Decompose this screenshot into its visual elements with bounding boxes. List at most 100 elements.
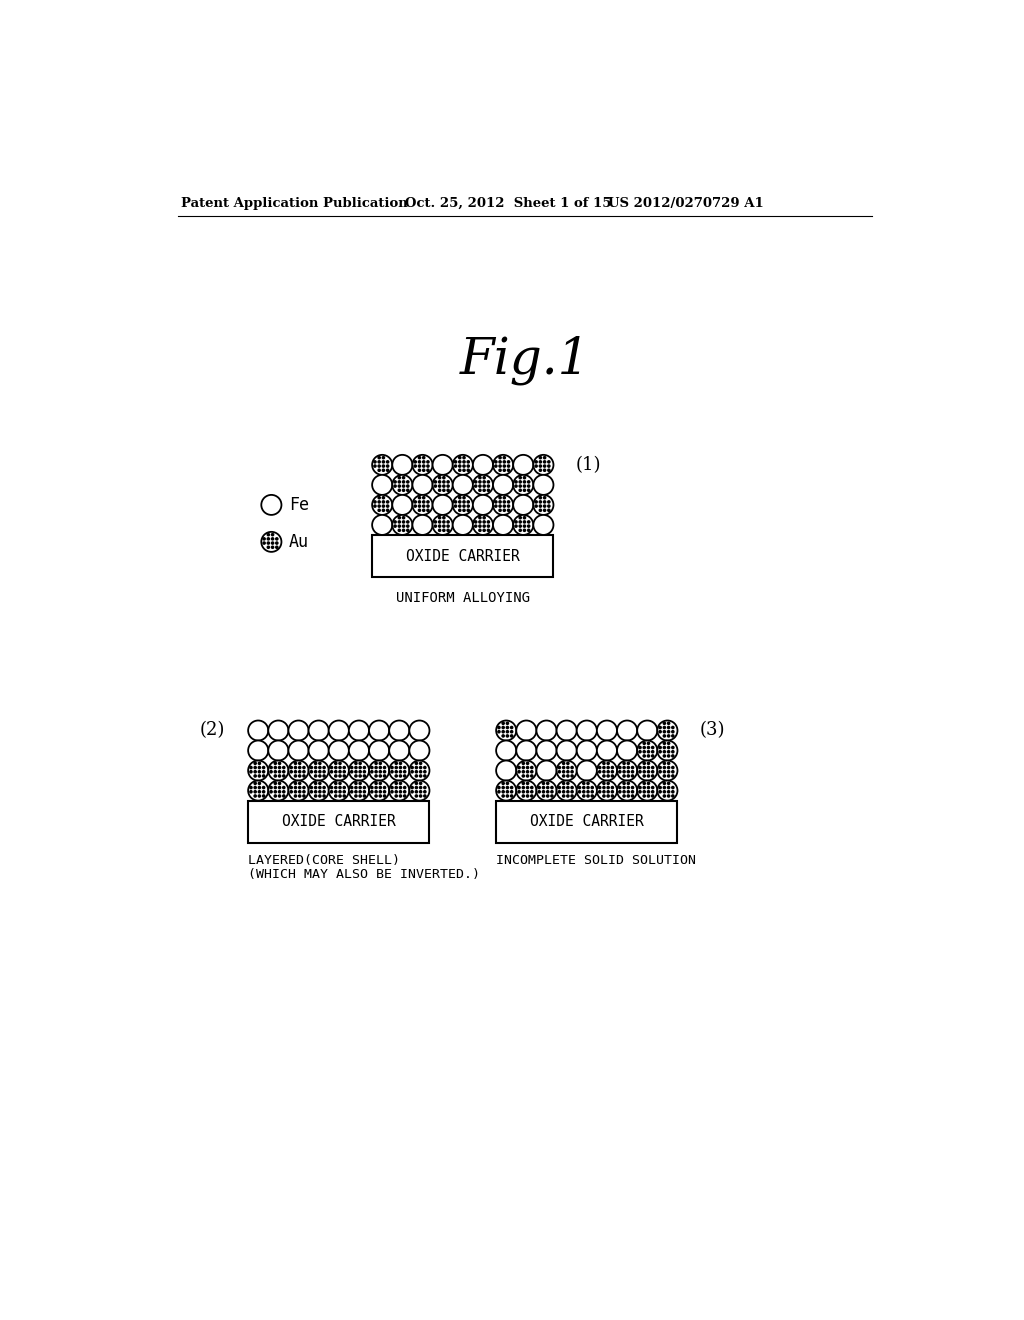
Circle shape (518, 528, 522, 532)
Circle shape (374, 785, 378, 789)
Circle shape (446, 528, 450, 532)
Circle shape (406, 484, 410, 488)
Circle shape (582, 785, 586, 789)
Circle shape (557, 721, 577, 741)
Circle shape (623, 789, 626, 793)
Circle shape (466, 504, 470, 508)
Circle shape (270, 537, 274, 541)
Circle shape (546, 785, 550, 789)
Circle shape (597, 760, 617, 780)
Circle shape (373, 461, 377, 463)
Circle shape (499, 500, 502, 504)
Circle shape (606, 766, 610, 770)
Circle shape (382, 496, 385, 499)
Circle shape (398, 770, 402, 774)
Circle shape (542, 785, 546, 789)
Circle shape (506, 722, 509, 725)
Circle shape (370, 766, 374, 770)
Circle shape (262, 537, 266, 541)
Circle shape (393, 524, 397, 528)
Circle shape (543, 465, 547, 467)
Circle shape (623, 774, 626, 777)
Circle shape (474, 484, 477, 488)
Circle shape (294, 785, 297, 789)
Circle shape (442, 488, 445, 492)
Circle shape (423, 789, 427, 793)
Circle shape (253, 781, 257, 785)
Circle shape (273, 774, 278, 777)
Circle shape (358, 781, 361, 785)
Circle shape (342, 789, 346, 793)
Circle shape (349, 721, 369, 741)
Circle shape (269, 789, 273, 793)
Circle shape (369, 760, 389, 780)
Circle shape (318, 785, 322, 789)
Circle shape (658, 726, 662, 730)
Text: Patent Application Publication: Patent Application Publication (180, 197, 408, 210)
Circle shape (537, 780, 557, 800)
Circle shape (386, 465, 389, 467)
Circle shape (543, 496, 547, 499)
Circle shape (538, 785, 541, 789)
Circle shape (510, 789, 513, 793)
Circle shape (378, 500, 381, 504)
Circle shape (275, 541, 279, 545)
Circle shape (502, 726, 505, 730)
Circle shape (627, 781, 630, 785)
Circle shape (454, 461, 458, 463)
Circle shape (382, 465, 385, 467)
Circle shape (298, 774, 301, 777)
Circle shape (651, 746, 654, 750)
Circle shape (438, 516, 441, 520)
Circle shape (453, 475, 473, 495)
Circle shape (323, 785, 326, 789)
Circle shape (458, 508, 462, 512)
Circle shape (631, 774, 634, 777)
Circle shape (566, 774, 569, 777)
Circle shape (525, 789, 529, 793)
Circle shape (521, 774, 525, 777)
Circle shape (514, 524, 518, 528)
Circle shape (258, 766, 261, 770)
Circle shape (517, 766, 521, 770)
Circle shape (667, 742, 671, 744)
Circle shape (378, 504, 381, 508)
Circle shape (547, 500, 551, 504)
Circle shape (258, 774, 261, 777)
Circle shape (392, 515, 413, 535)
Circle shape (354, 785, 357, 789)
Circle shape (503, 465, 506, 467)
Circle shape (651, 754, 654, 758)
Circle shape (373, 500, 377, 504)
Circle shape (282, 774, 286, 777)
Circle shape (547, 508, 551, 512)
Circle shape (506, 789, 509, 793)
Circle shape (499, 461, 502, 463)
Circle shape (358, 789, 361, 793)
Circle shape (591, 785, 594, 789)
Circle shape (627, 770, 630, 774)
Circle shape (521, 795, 525, 797)
Circle shape (294, 770, 297, 774)
Circle shape (386, 504, 389, 508)
Circle shape (657, 760, 678, 780)
Circle shape (602, 795, 606, 797)
Circle shape (438, 488, 441, 492)
Circle shape (308, 721, 329, 741)
Circle shape (503, 508, 506, 512)
Circle shape (496, 721, 516, 741)
Circle shape (262, 774, 265, 777)
Circle shape (289, 780, 308, 800)
Circle shape (657, 721, 678, 741)
Circle shape (433, 484, 437, 488)
Circle shape (543, 504, 547, 508)
Circle shape (318, 770, 322, 774)
Circle shape (663, 730, 667, 734)
Circle shape (547, 465, 551, 467)
Circle shape (502, 785, 505, 789)
Circle shape (323, 795, 326, 797)
Text: OXIDE CARRIER: OXIDE CARRIER (282, 814, 395, 829)
Circle shape (671, 726, 675, 730)
Circle shape (496, 780, 516, 800)
Circle shape (389, 760, 410, 780)
